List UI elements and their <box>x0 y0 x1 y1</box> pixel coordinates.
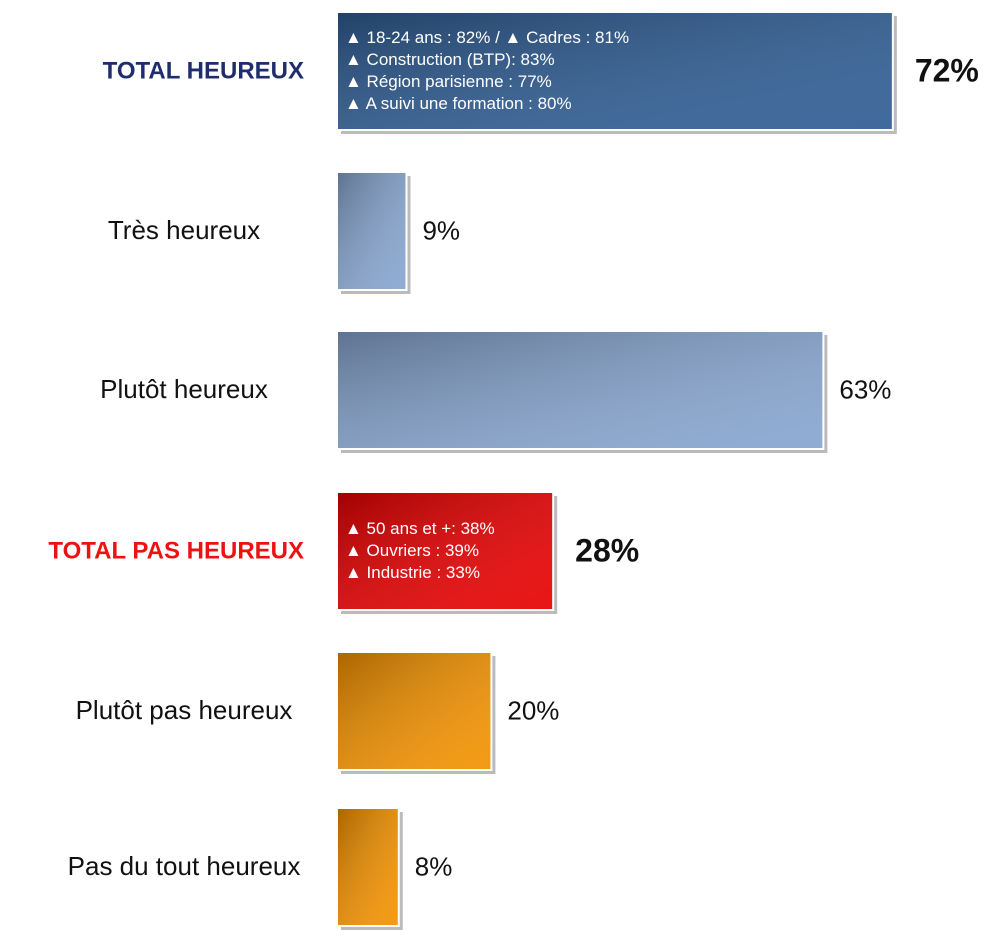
value-label: 63% <box>839 374 892 405</box>
annotation: ▲ A suivi une formation : 80% <box>345 94 572 113</box>
value-label: 72% <box>914 52 979 89</box>
bar-shade <box>338 809 398 925</box>
bar-shade <box>338 332 823 448</box>
bar-shade <box>338 13 892 129</box>
category-label: TOTAL PAS HEUREUX <box>48 537 304 565</box>
annotation: ▲ 18-24 ans : 82% / ▲ Cadres : 81% <box>345 28 630 47</box>
bar-shade <box>338 653 491 769</box>
category-label: Plutôt pas heureux <box>75 695 293 726</box>
annotation: ▲ Industrie : 33% <box>345 563 480 582</box>
category-label: Plutôt heureux <box>100 374 268 405</box>
annotation: ▲ Région parisienne : 77% <box>345 72 552 91</box>
category-label: Pas du tout heureux <box>67 851 301 882</box>
category-label: TOTAL HEUREUX <box>102 57 304 85</box>
annotation: ▲ Ouvriers : 39% <box>345 541 479 560</box>
bar-shade <box>338 173 406 289</box>
bar-shade <box>338 493 553 609</box>
value-label: 28% <box>575 532 640 569</box>
value-label: 20% <box>507 695 560 726</box>
value-label: 9% <box>422 215 461 246</box>
annotation: ▲ Construction (BTP): 83% <box>345 50 555 69</box>
annotation: ▲ 50 ans et +: 38% <box>345 519 495 538</box>
category-label: Très heureux <box>107 215 261 246</box>
value-label: 8% <box>414 851 453 882</box>
